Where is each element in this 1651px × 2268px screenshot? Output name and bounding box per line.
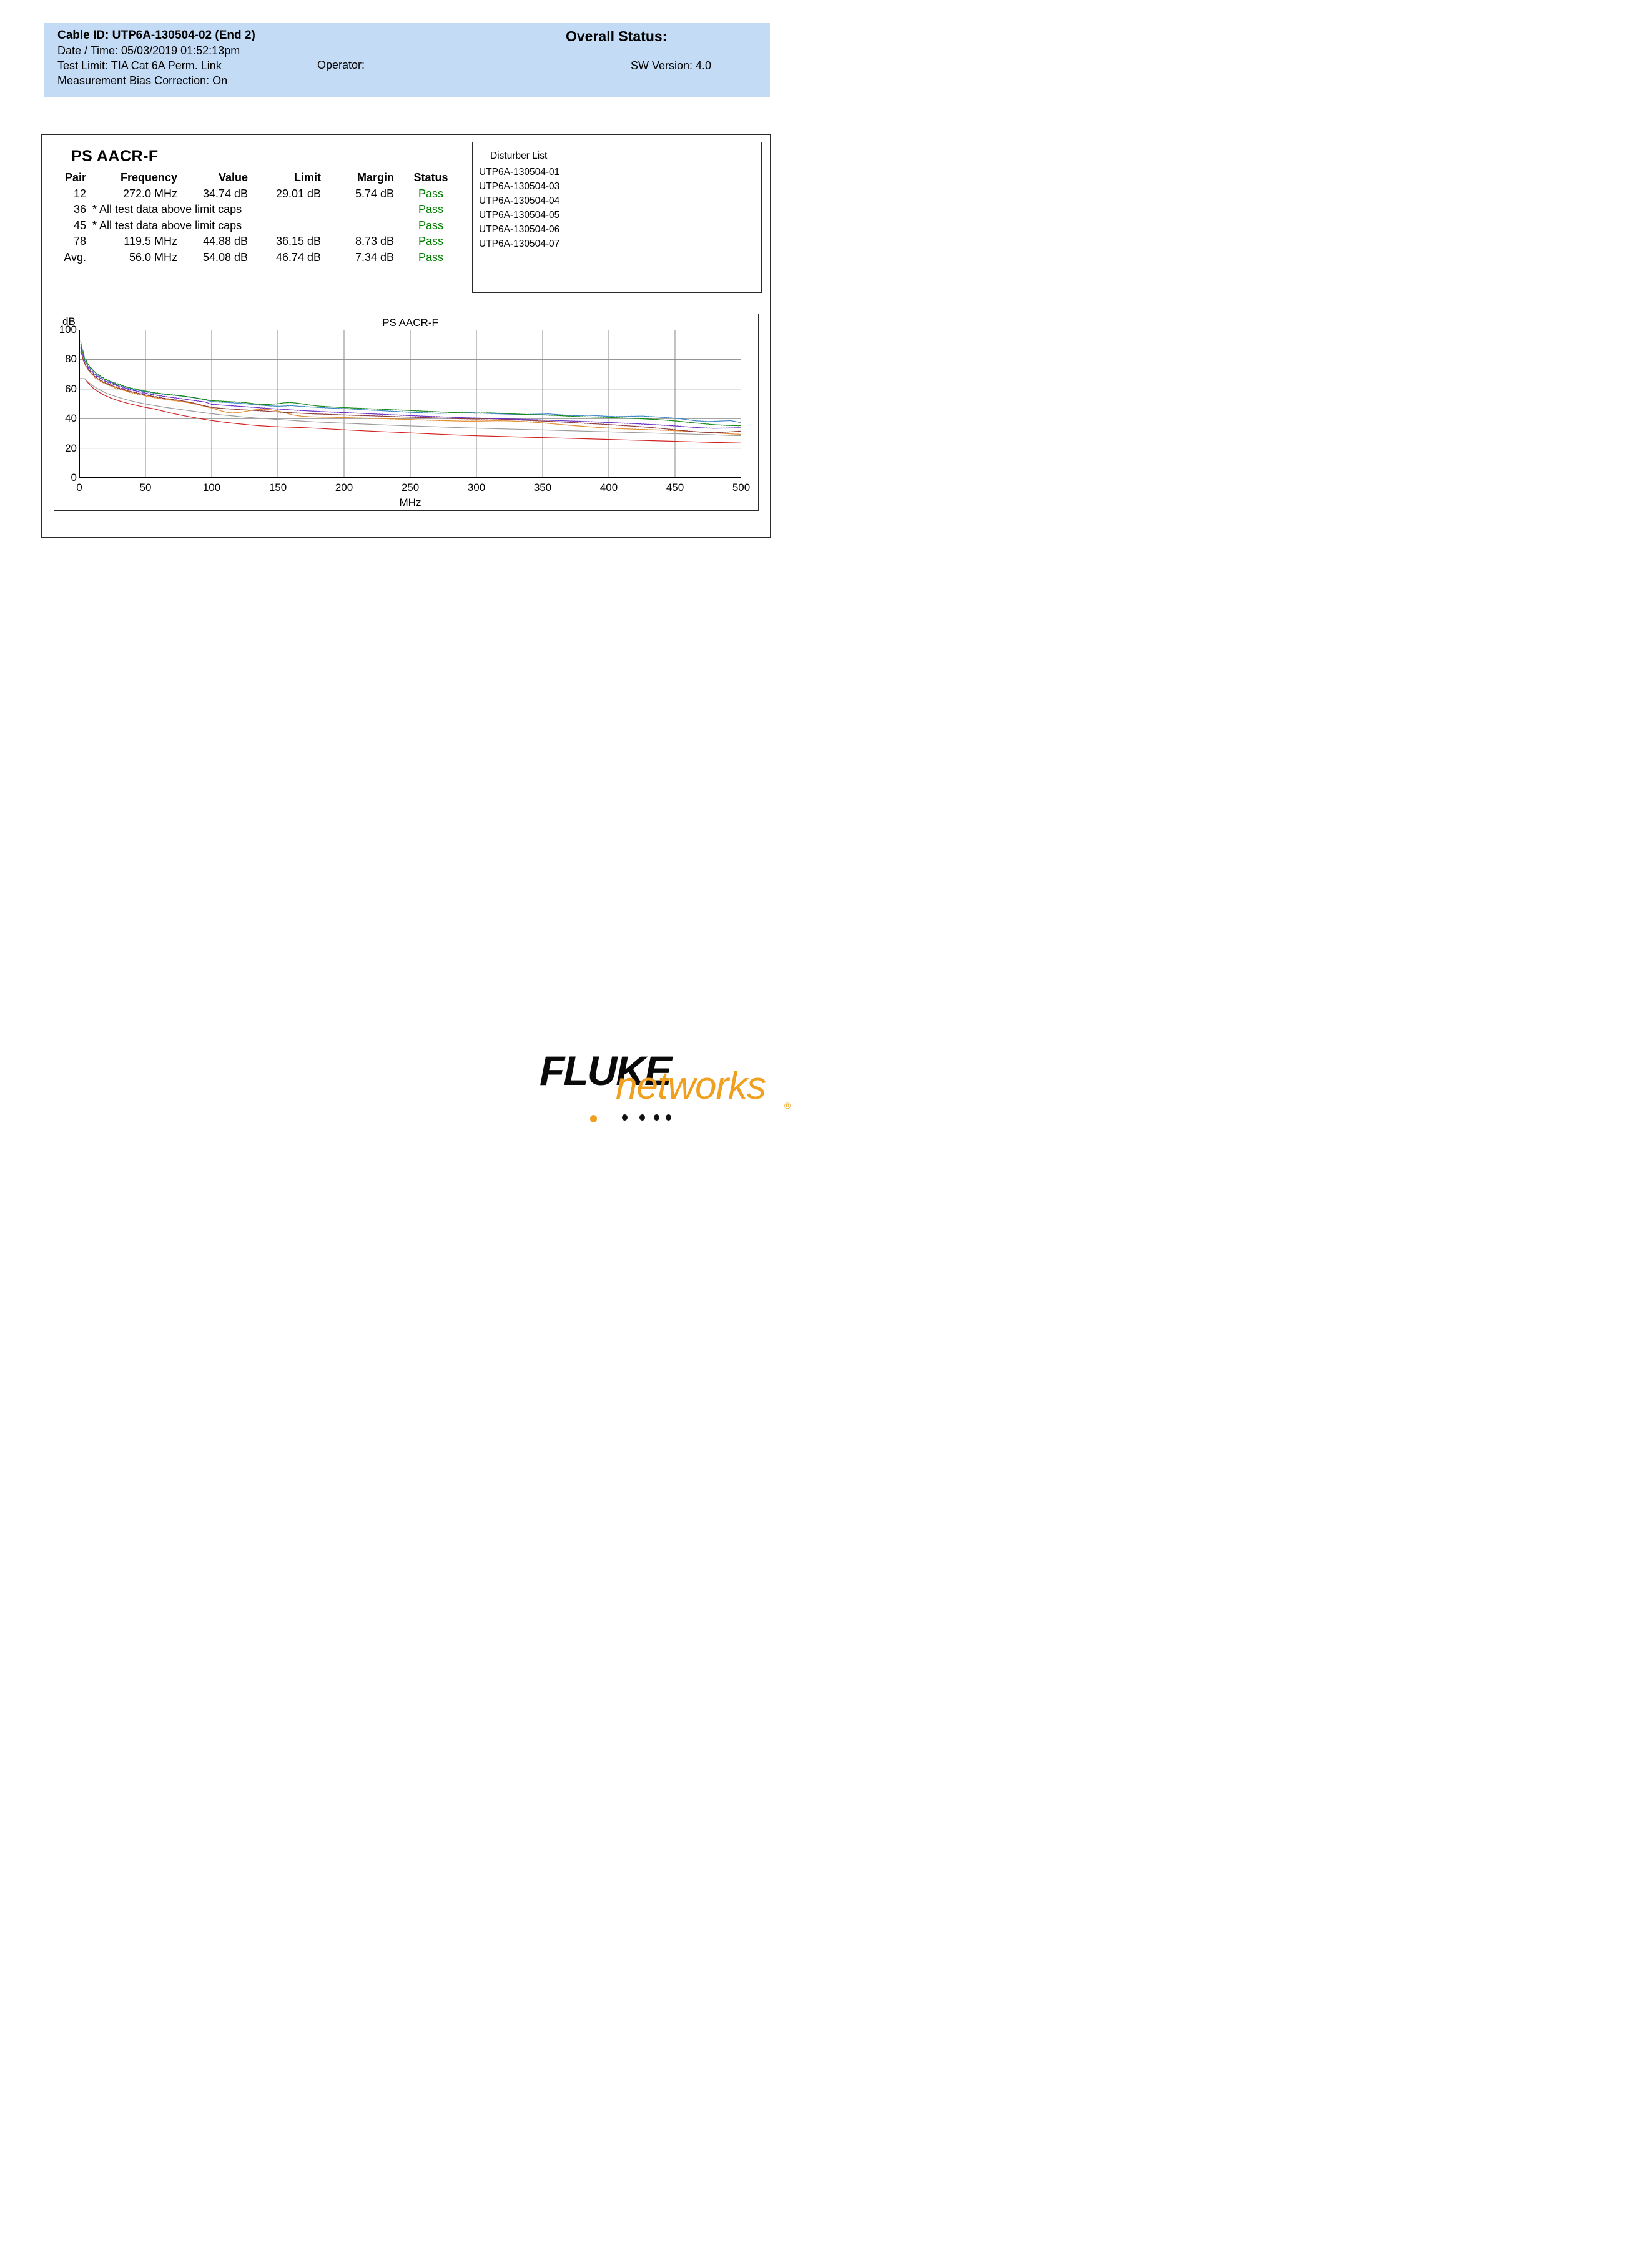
y-tick-label: 100 (59, 324, 77, 335)
cell-limit: 29.01 dB (275, 187, 321, 200)
cell-limit: 36.15 dB (275, 235, 321, 247)
cell-note: * All test data above limit caps (92, 203, 242, 215)
cell-pair: 36 (73, 203, 86, 215)
disturber-item: UTP6A-130504-01 (479, 167, 560, 177)
col-header-frequency: Frequency (120, 171, 177, 184)
cell-value: 54.08 dB (202, 250, 248, 264)
chart-box: PS AACR-F dB 100 80 60 40 20 0 0 50 100 150 200 25… (54, 314, 759, 511)
test-limit: Test Limit: TIA Cat 6A Perm. Link (57, 59, 222, 72)
series-disturber-green (80, 344, 741, 427)
report-header: Cable ID: UTP6A-130504-02 (End 2) Date /… (44, 23, 770, 97)
disturber-item: UTP6A-130504-07 (479, 239, 560, 249)
cell-pair: 45 (73, 219, 86, 232)
x-axis-unit-label: MHz (399, 497, 421, 508)
cell-limit: 46.74 dB (275, 250, 321, 264)
chart-title: PS AACR-F (382, 317, 438, 329)
logo-dot-black (666, 1114, 671, 1121)
x-tick-label: 250 (401, 482, 420, 493)
cell-note: * All test data above limit caps (92, 219, 242, 232)
results-panel: PS AACR-F Pair Frequency Value Limit Margin S… (41, 134, 771, 538)
x-tick-label: 150 (269, 482, 287, 493)
col-header-value: Value (218, 171, 248, 184)
series-disturber-gray (80, 378, 741, 437)
disturber-items: UTP6A-130504-01 UTP6A-130504-03 UTP6A-1305… (479, 165, 559, 251)
cell-status: Pass (418, 219, 444, 232)
cell-frequency: 56.0 MHz (129, 250, 177, 264)
y-tick-label: 0 (71, 472, 77, 483)
cell-pair: 78 (73, 235, 86, 247)
x-tick-label: 450 (666, 482, 684, 493)
logo-dot-black (639, 1114, 645, 1121)
col-header-pair: Pair (64, 171, 86, 184)
logo-dot-black (654, 1114, 659, 1121)
cell-status: Pass (418, 235, 444, 247)
disturber-list-title: Disturber List (490, 151, 548, 161)
results-table: Pair Frequency Value Limit Margin Status 12 272… (59, 170, 468, 265)
plot-area (79, 330, 741, 478)
disturber-item: UTP6A-130504-03 (479, 181, 560, 192)
y-tick-label: 40 (65, 412, 77, 425)
bias-correction: Measurement Bias Correction: On (57, 74, 228, 87)
cell-value: 34.74 dB (202, 187, 248, 200)
x-tick-label: 50 (139, 482, 152, 493)
col-header-margin: Margin (357, 171, 394, 184)
x-tick-label: 0 (76, 482, 82, 493)
col-header-limit: Limit (294, 171, 321, 184)
date-time: Date / Time: 05/03/2019 01:52:13pm (57, 44, 240, 57)
cell-frequency: 272.0 MHz (122, 187, 177, 200)
cell-pair: 12 (73, 187, 86, 200)
disturber-item: UTP6A-130504-06 (479, 224, 560, 235)
fluke-logo-networks: networks (616, 1064, 766, 1107)
series-disturber-orange (80, 352, 741, 435)
registered-trademark-icon: ® (784, 1101, 791, 1111)
cell-pair: Avg. (64, 250, 86, 264)
cell-status: Pass (418, 203, 444, 215)
cable-id: Cable ID: UTP6A-130504-02 (End 2) (57, 29, 255, 42)
y-tick-label: 80 (65, 353, 77, 365)
logo-dot-black (622, 1114, 628, 1121)
logo-dot-orange (590, 1115, 597, 1122)
col-header-status: Status (413, 171, 448, 184)
disturber-list-box: Disturber List UTP6A-130504-01 UTP6A-1305… (472, 142, 762, 293)
cell-frequency: 119.5 MHz (124, 235, 177, 247)
report-page: Cable ID: UTP6A-130504-02 (End 2) Date /… (0, 0, 826, 1134)
y-axis-unit-label: dB (62, 315, 76, 327)
cell-margin: 5.74 dB (355, 187, 394, 200)
results-title: PS AACR-F (71, 147, 159, 165)
fluke-logo-dots-icon (590, 1114, 715, 1123)
operator-label: Operator: (317, 59, 365, 71)
series-limit (80, 378, 741, 443)
series-disturber-purple (80, 347, 741, 429)
x-tick-label: 350 (533, 482, 552, 493)
sw-version: SW Version: 4.0 (631, 59, 712, 72)
x-tick-label: 300 (467, 482, 486, 493)
cell-margin: 7.34 dB (355, 250, 394, 264)
fluke-logo-brand: FLUKE (540, 1047, 672, 1094)
disturber-item: UTP6A-130504-04 (479, 196, 560, 206)
cell-status: Pass (418, 250, 444, 264)
x-tick-label: 200 (335, 482, 353, 493)
x-tick-label: 400 (599, 482, 618, 493)
overall-status-label: Overall Status: (566, 28, 668, 44)
x-tick-label: 100 (202, 482, 221, 493)
y-tick-label: 60 (65, 382, 77, 395)
x-tick-label: 500 (732, 482, 751, 493)
y-tick-label: 20 (65, 442, 77, 454)
cell-value: 44.88 dB (202, 235, 248, 247)
cell-margin: 8.73 dB (355, 235, 394, 247)
series-disturber-brown (80, 351, 741, 433)
header-left-block: Cable ID: UTP6A-130504-02 (End 2) Date /… (57, 28, 255, 88)
disturber-item: UTP6A-130504-05 (479, 210, 560, 220)
cell-status: Pass (418, 187, 444, 200)
